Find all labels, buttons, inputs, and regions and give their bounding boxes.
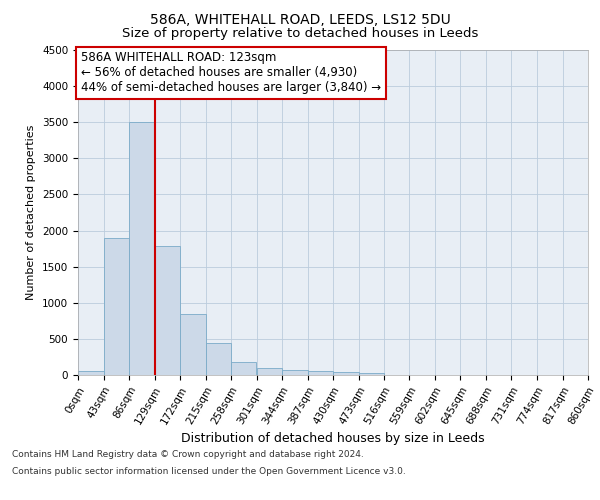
Bar <box>129 122 155 375</box>
Bar <box>257 368 282 375</box>
Bar <box>155 246 180 375</box>
Text: Contains public sector information licensed under the Open Government Licence v3: Contains public sector information licen… <box>12 468 406 476</box>
Bar <box>282 370 308 375</box>
Bar <box>359 373 384 375</box>
Bar <box>104 238 129 375</box>
Y-axis label: Number of detached properties: Number of detached properties <box>26 125 37 300</box>
Text: Contains HM Land Registry data © Crown copyright and database right 2024.: Contains HM Land Registry data © Crown c… <box>12 450 364 459</box>
Bar <box>180 314 205 375</box>
Bar <box>205 342 231 375</box>
Bar <box>308 371 333 375</box>
Text: Size of property relative to detached houses in Leeds: Size of property relative to detached ho… <box>122 28 478 40</box>
X-axis label: Distribution of detached houses by size in Leeds: Distribution of detached houses by size … <box>181 432 485 445</box>
Bar <box>333 372 359 375</box>
Text: 586A WHITEHALL ROAD: 123sqm
← 56% of detached houses are smaller (4,930)
44% of : 586A WHITEHALL ROAD: 123sqm ← 56% of det… <box>81 52 381 94</box>
Bar <box>231 362 256 375</box>
Bar <box>78 372 104 375</box>
Text: 586A, WHITEHALL ROAD, LEEDS, LS12 5DU: 586A, WHITEHALL ROAD, LEEDS, LS12 5DU <box>149 12 451 26</box>
